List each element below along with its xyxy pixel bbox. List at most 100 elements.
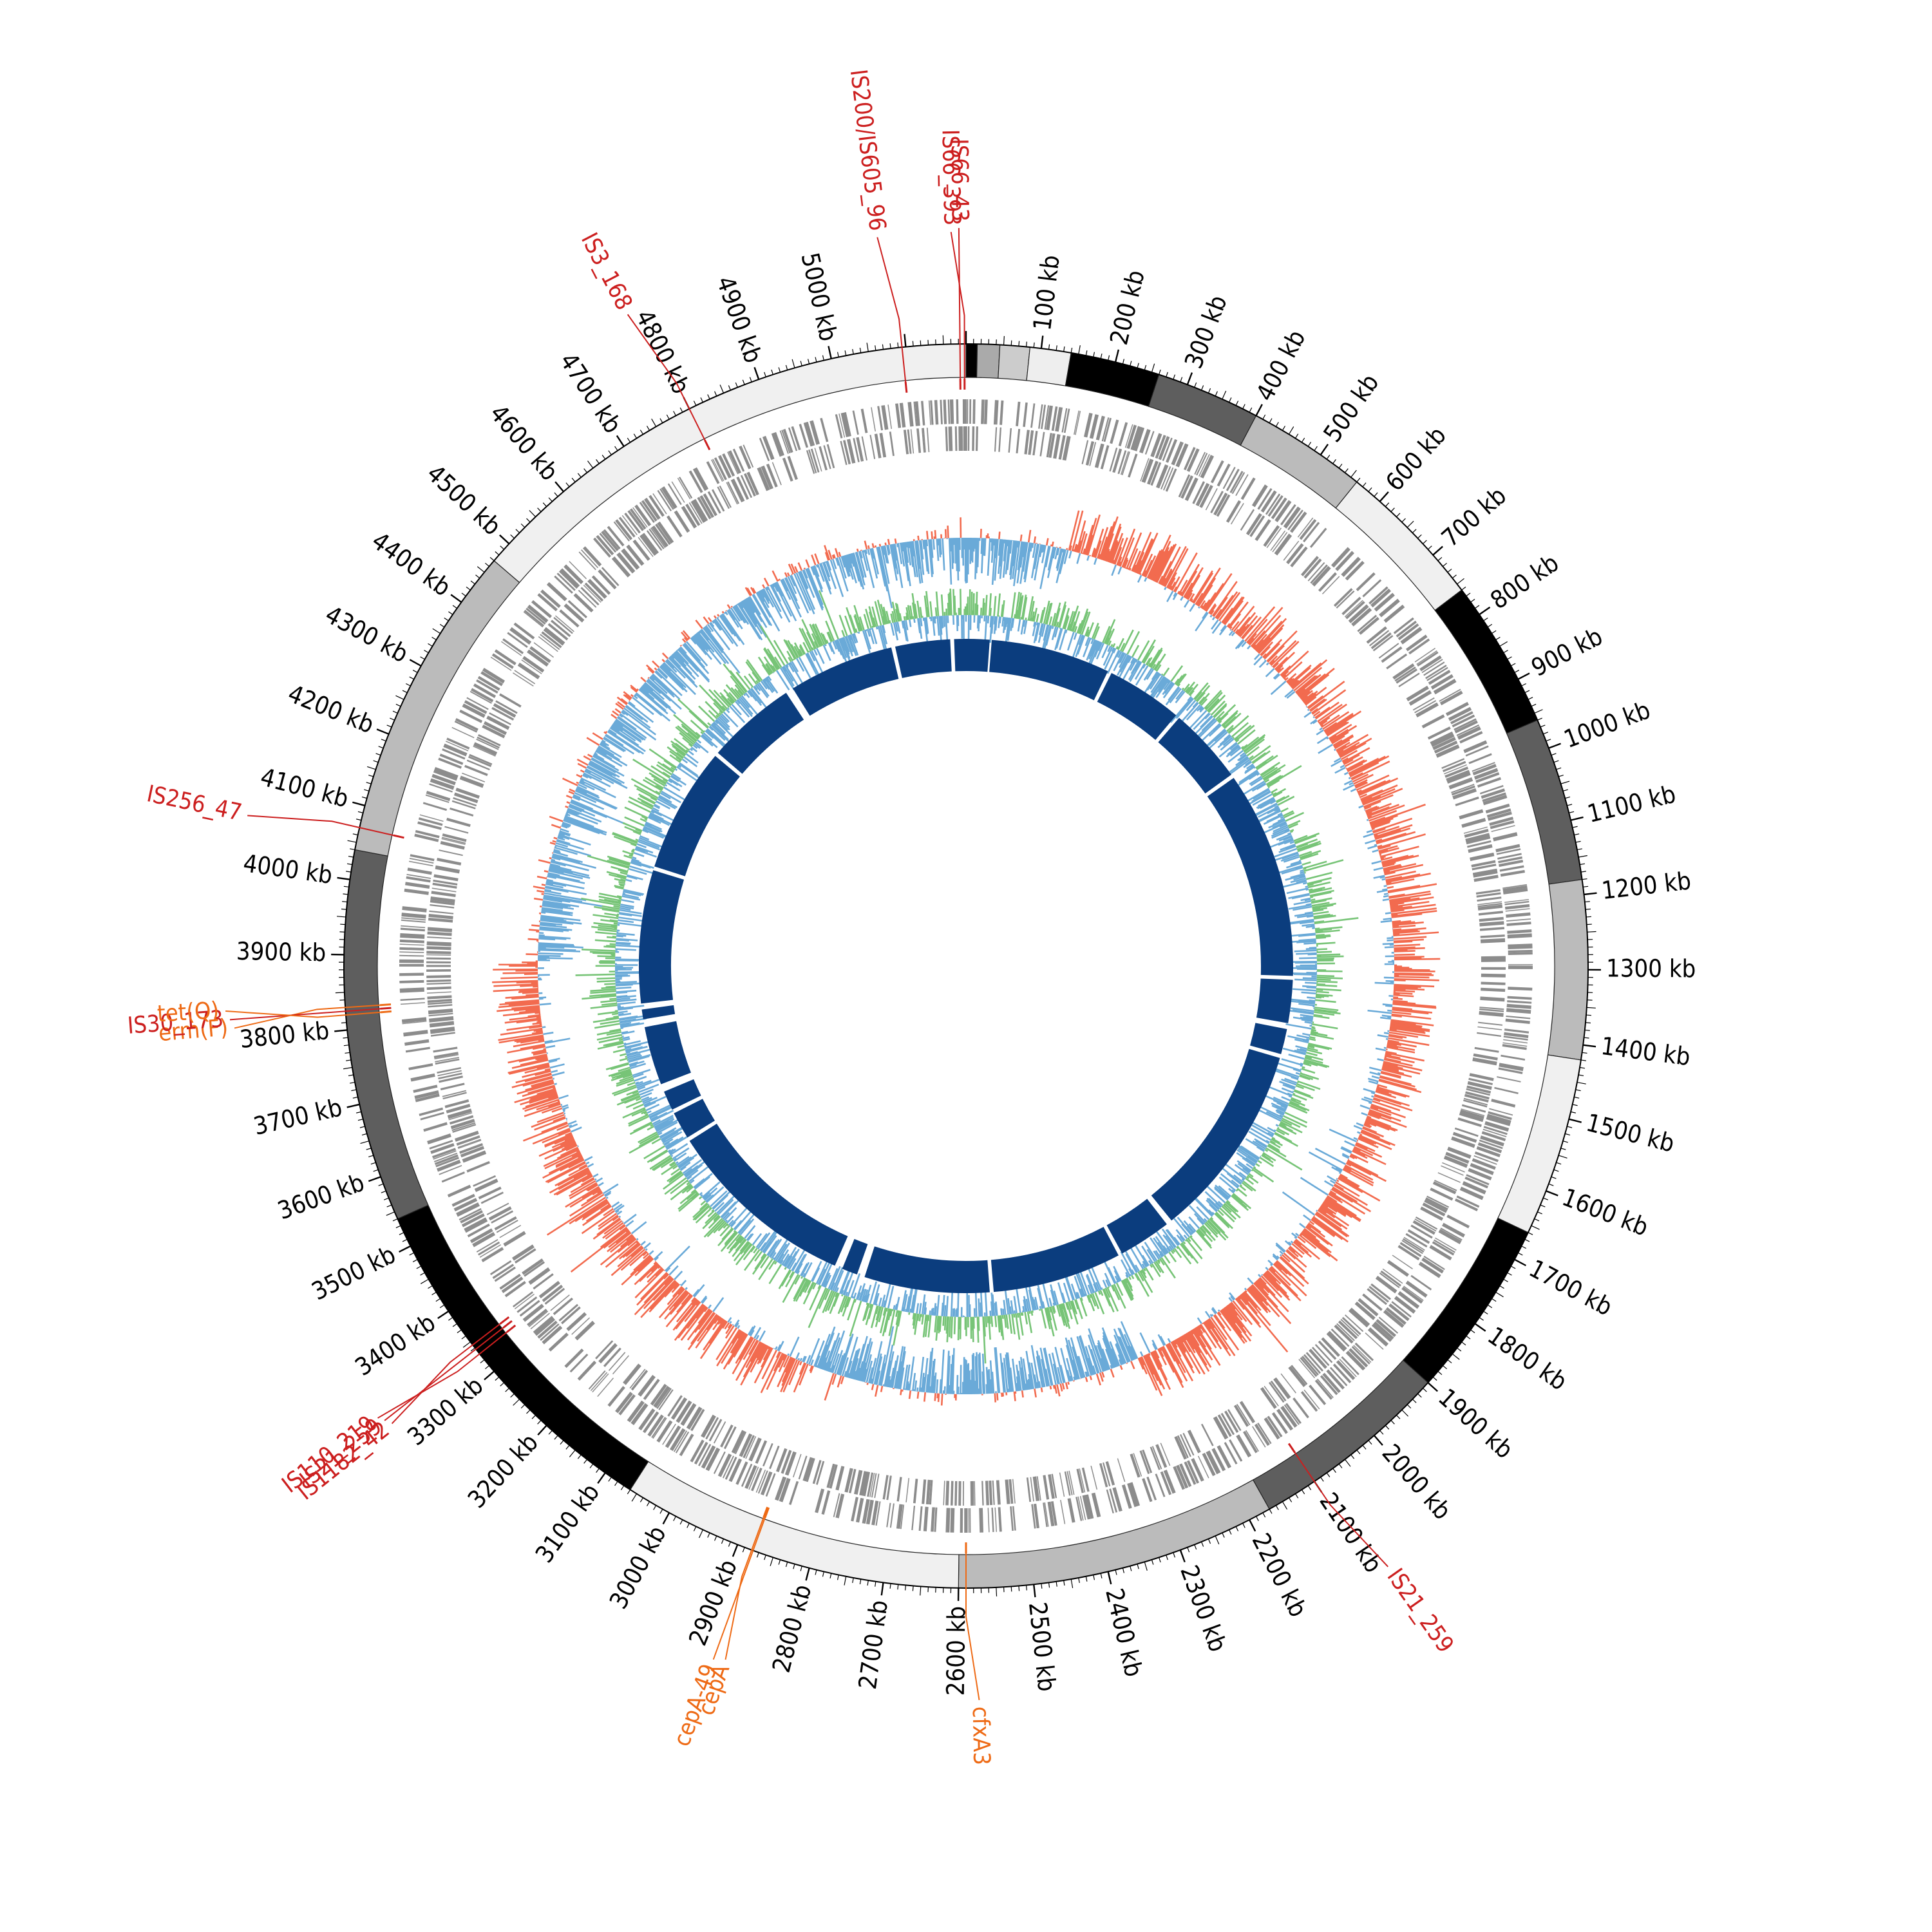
histogram-bar bbox=[1168, 577, 1176, 590]
histogram-bar bbox=[671, 654, 696, 680]
histogram-bar bbox=[1280, 854, 1300, 862]
kb-tick-label: 4400 kb bbox=[366, 526, 456, 601]
gene-mark bbox=[1465, 833, 1490, 842]
histogram-bar bbox=[839, 1333, 854, 1376]
gene-mark bbox=[456, 1202, 480, 1217]
gene-mark bbox=[779, 430, 789, 454]
histogram-bar bbox=[1039, 623, 1043, 636]
histogram-bar bbox=[1127, 656, 1133, 663]
histogram-bar bbox=[661, 663, 687, 688]
gene-mark bbox=[450, 1119, 475, 1130]
scale-tick bbox=[386, 724, 392, 728]
gene-mark bbox=[431, 891, 456, 897]
histogram-bar bbox=[697, 1308, 710, 1324]
gene-mark bbox=[428, 1009, 453, 1013]
kb-tick-label: 2700 kb bbox=[853, 1598, 893, 1691]
gene-mark bbox=[1139, 429, 1151, 453]
gene-mark bbox=[449, 1115, 474, 1125]
scale-tick bbox=[1560, 1148, 1566, 1150]
scale-tick bbox=[343, 1037, 348, 1039]
gene-mark bbox=[1398, 672, 1420, 688]
gene-mark bbox=[441, 1171, 465, 1183]
histogram-bar bbox=[1331, 731, 1349, 744]
histogram-bar bbox=[539, 1003, 551, 1006]
histogram-bar bbox=[1027, 1379, 1030, 1390]
histogram-bar bbox=[552, 853, 583, 864]
scale-tick bbox=[402, 690, 408, 694]
gene-mark bbox=[1464, 828, 1489, 838]
histogram-bar bbox=[1167, 1338, 1171, 1343]
histogram-bar bbox=[567, 808, 580, 815]
gene-mark bbox=[1266, 527, 1282, 549]
histogram-bar bbox=[699, 630, 726, 665]
histogram-bar bbox=[1267, 1144, 1280, 1153]
histogram-bar bbox=[936, 538, 940, 561]
gene-mark bbox=[999, 400, 1004, 425]
histogram-bar bbox=[1106, 649, 1120, 674]
histogram-bar bbox=[1240, 1293, 1258, 1314]
gene-mark bbox=[1397, 1291, 1420, 1309]
histogram-bar bbox=[1022, 1358, 1029, 1390]
histogram-bar bbox=[1315, 1212, 1350, 1237]
histogram-bar bbox=[1274, 848, 1298, 858]
scale-tick bbox=[1546, 1190, 1558, 1197]
gene-mark bbox=[701, 1445, 716, 1469]
histogram-bar bbox=[1066, 547, 1068, 550]
kb-tick-label: 3700 kb bbox=[251, 1093, 345, 1141]
histogram-bar bbox=[583, 755, 591, 761]
gene-mark bbox=[567, 600, 587, 619]
histogram-bar bbox=[1363, 833, 1374, 838]
histogram-bar bbox=[1282, 1191, 1315, 1216]
histogram-bar bbox=[782, 1354, 787, 1361]
histogram-bar bbox=[1142, 663, 1146, 669]
scale-tick bbox=[457, 1329, 462, 1334]
histogram-bar bbox=[550, 860, 566, 867]
gene-mark bbox=[680, 1403, 696, 1426]
histogram-bar bbox=[634, 1276, 672, 1316]
histogram-bar bbox=[1346, 759, 1365, 771]
histogram-bar bbox=[1336, 734, 1369, 753]
histogram-bar bbox=[1293, 1016, 1313, 1021]
gene-mark bbox=[1032, 1476, 1040, 1501]
gene-mark bbox=[1383, 604, 1405, 623]
histogram-bar bbox=[1394, 976, 1430, 979]
gene-mark bbox=[521, 659, 542, 674]
histogram-bar bbox=[1272, 792, 1277, 796]
gene-mark bbox=[1488, 811, 1512, 821]
histogram-bar bbox=[506, 1024, 542, 1031]
histogram-bar bbox=[1244, 606, 1276, 642]
histogram-bar bbox=[1271, 1265, 1291, 1286]
gene-mark bbox=[1463, 1097, 1488, 1106]
histogram-bar bbox=[1034, 544, 1040, 569]
histogram-bar bbox=[551, 1070, 558, 1074]
histogram-bar bbox=[845, 554, 854, 580]
histogram-bar bbox=[592, 732, 603, 741]
histogram-bar bbox=[566, 800, 571, 804]
scale-tick bbox=[376, 728, 390, 735]
histogram-bar bbox=[538, 859, 551, 864]
gene-mark bbox=[1291, 1365, 1308, 1385]
histogram-bar bbox=[1380, 855, 1386, 859]
histogram-bar bbox=[1110, 1348, 1119, 1367]
gene-mark bbox=[1374, 1321, 1394, 1340]
histogram-bar bbox=[1011, 618, 1015, 628]
histogram-bar bbox=[1387, 1009, 1392, 1012]
histogram-bar bbox=[1289, 840, 1295, 844]
histogram-bar bbox=[775, 1351, 781, 1358]
gene-mark bbox=[1257, 1423, 1272, 1444]
histogram-bar bbox=[580, 775, 583, 777]
gene-mark bbox=[638, 536, 654, 557]
histogram-bar bbox=[1259, 799, 1276, 810]
histogram-bar bbox=[1305, 1226, 1329, 1245]
histogram-bar bbox=[1349, 782, 1354, 786]
histogram-bar bbox=[607, 1232, 632, 1253]
histogram-bar bbox=[543, 895, 604, 907]
gene-mark bbox=[469, 1228, 493, 1244]
gene-mark bbox=[722, 1455, 734, 1479]
gene-mark bbox=[1160, 1443, 1171, 1466]
gene-mark bbox=[1472, 762, 1495, 772]
histogram-bar bbox=[1370, 1092, 1376, 1095]
gene-mark bbox=[473, 742, 498, 756]
histogram-bar bbox=[1313, 913, 1331, 918]
scale-tick bbox=[1457, 1347, 1462, 1352]
